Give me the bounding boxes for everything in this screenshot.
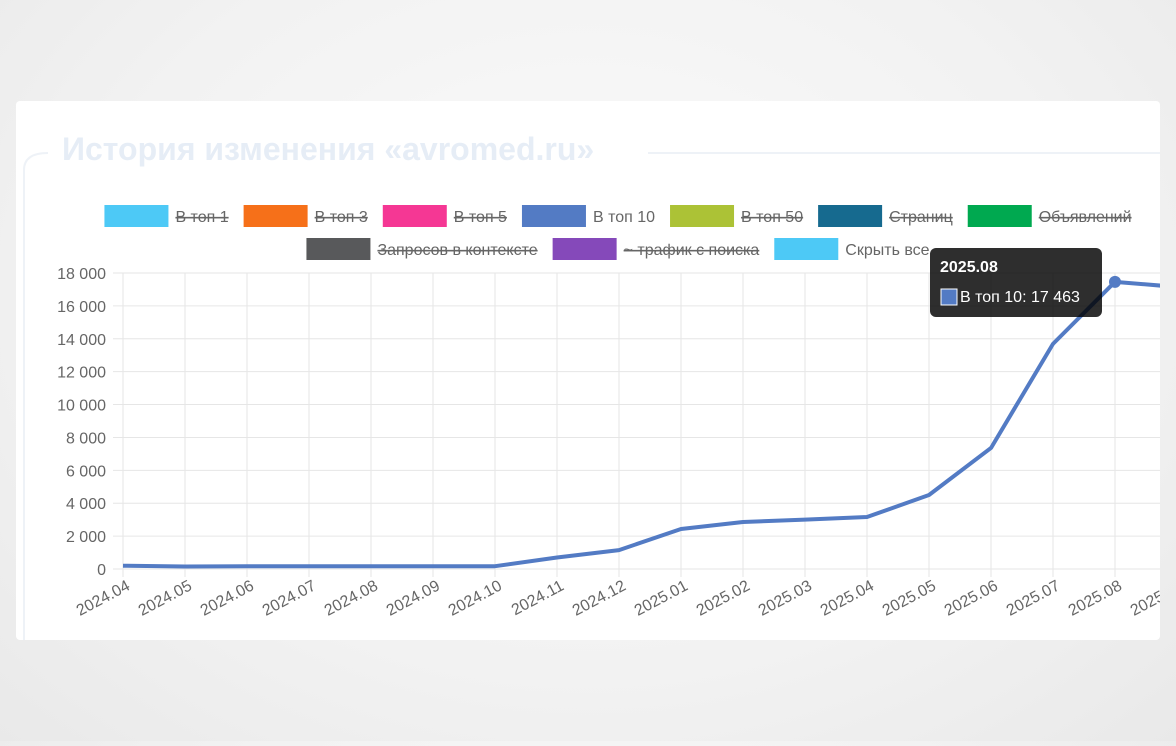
y-tick-label: 14 000 <box>57 332 106 349</box>
y-tick-label: 10 000 <box>57 398 106 415</box>
legend-item[interactable]: В топ 50 <box>670 205 803 227</box>
legend-item[interactable]: Объявлений <box>967 205 1132 227</box>
frame <box>23 152 49 640</box>
series-line <box>122 279 1160 569</box>
legend-item[interactable]: Страниц <box>818 205 953 227</box>
legend-label: Страниц <box>889 209 953 226</box>
y-tick-label: 18 000 <box>57 266 106 283</box>
legend-swatch <box>306 238 371 260</box>
legend-swatch <box>243 205 308 227</box>
y-tick-label: 8 000 <box>66 430 106 447</box>
legend-label: Запросов в контексте <box>377 242 537 259</box>
legend-label: В топ 5 <box>454 209 507 226</box>
legend-label: В топ 50 <box>741 209 803 226</box>
legend-button[interactable]: Скрыть все <box>774 238 930 260</box>
y-tick-label: 12 000 <box>57 365 106 382</box>
legend-swatch <box>521 205 586 227</box>
tooltip-swatch <box>940 288 958 306</box>
legend-swatch <box>552 238 617 260</box>
legend-label: В топ 1 <box>175 209 228 226</box>
legend-swatch <box>670 205 735 227</box>
legend-swatch <box>967 205 1032 227</box>
y-tick-label: 4 000 <box>66 496 106 513</box>
legend-item[interactable]: В топ 10 <box>521 205 655 227</box>
y-tick-label: 2 000 <box>66 529 106 546</box>
legend-item[interactable]: В топ 5 <box>382 205 507 227</box>
chart-title: История изменения «avromed.ru» <box>62 131 594 167</box>
legend-swatch <box>104 205 169 227</box>
legend-label: Скрыть все <box>845 242 929 259</box>
tooltip-box <box>930 248 1102 317</box>
legend-label: ~ трафик с поиска <box>624 242 760 259</box>
legend-item[interactable]: В топ 3 <box>243 205 368 227</box>
legend-label: В топ 3 <box>315 209 368 226</box>
legend-swatch <box>382 205 447 227</box>
legend-label: В топ 10 <box>593 209 655 226</box>
y-tick-label: 16 000 <box>57 299 106 316</box>
card <box>16 101 1160 640</box>
legend-item[interactable]: В топ 1 <box>104 205 229 227</box>
tooltip-body: В топ 10: 17 463 <box>960 289 1080 306</box>
tooltip: 2025.08 В топ 10: 17 463 <box>930 248 1102 317</box>
legend-swatch <box>774 238 839 260</box>
y-tick-label: 0 <box>97 562 106 579</box>
hover-point <box>1109 275 1121 288</box>
legend-item[interactable]: Запросов в контексте <box>306 238 538 260</box>
legend-item[interactable]: ~ трафик с поиска <box>552 238 760 260</box>
y-tick-label: 6 000 <box>66 463 106 480</box>
legend-label: Объявлений <box>1039 209 1132 226</box>
tooltip-title: 2025.08 <box>940 259 998 276</box>
legend-swatch <box>818 205 883 227</box>
